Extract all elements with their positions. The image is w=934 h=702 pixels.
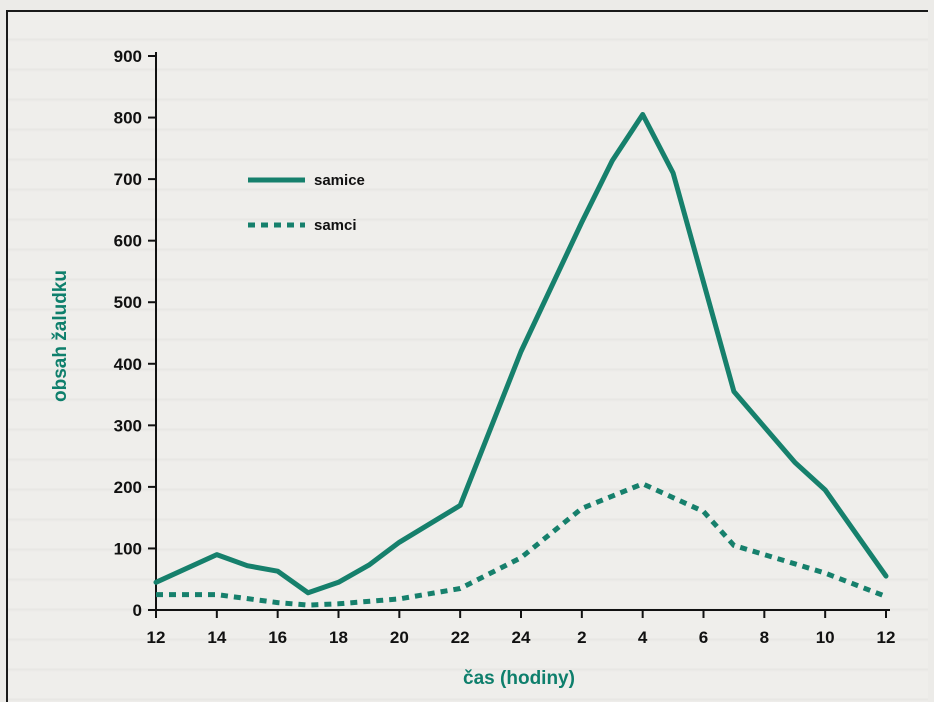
y-tick-label: 700: [114, 170, 142, 189]
x-tick-label: 18: [329, 628, 348, 647]
x-axis-label: čas (hodiny): [463, 668, 575, 689]
legend-label-samci: samci: [314, 217, 357, 234]
x-tick-label: 24: [512, 628, 531, 647]
series-line-samice: [153, 112, 889, 596]
y-tick-label: 800: [114, 109, 142, 128]
y-tick-label: 400: [114, 355, 142, 374]
axes: [155, 52, 890, 611]
y-tick-label: 0: [133, 601, 142, 620]
x-tick-label: 10: [816, 628, 835, 647]
x-tick-label: 12: [877, 628, 896, 647]
x-tick-label: 20: [390, 628, 409, 647]
y-tick-label: 300: [114, 416, 142, 435]
series-group: [153, 112, 889, 608]
x-tick-label: 4: [638, 628, 648, 647]
legend-label-samice: samice: [314, 172, 365, 189]
x-tick-label: 16: [268, 628, 287, 647]
y-ticks: 0 100 200 300 400 500 600 700 800 900: [114, 47, 156, 620]
x-tick-label: 6: [699, 628, 708, 647]
series-line-samci: [156, 481, 887, 608]
y-axis-label: obsah žaludku: [50, 270, 71, 402]
x-tick-label: 14: [207, 628, 226, 647]
x-tick-label: 12: [147, 628, 166, 647]
x-tick-label: 2: [577, 628, 586, 647]
figure-frame: [6, 10, 928, 702]
y-tick-label: 900: [114, 47, 142, 66]
legend: samice samci: [248, 172, 365, 234]
x-tick-label: 22: [451, 628, 470, 647]
x-tick-label: 8: [760, 628, 769, 647]
y-tick-label: 200: [114, 478, 142, 497]
y-tick-label: 500: [114, 293, 142, 312]
y-tick-label: 600: [114, 232, 142, 251]
x-ticks: 12 14 16 18 20 22 24 2 4 6 8 10 12: [147, 610, 896, 647]
y-tick-label: 100: [114, 539, 142, 558]
